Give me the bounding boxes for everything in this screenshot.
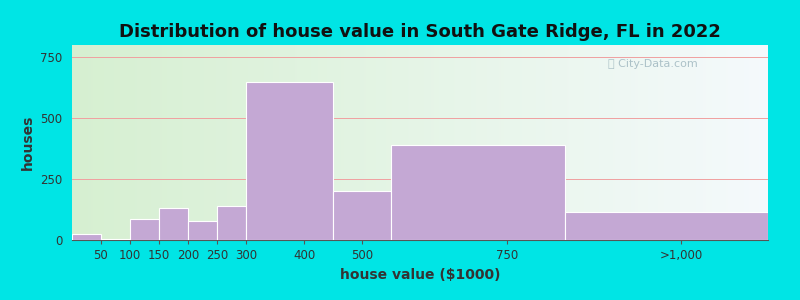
Bar bbox=[565, 212, 768, 240]
Bar bbox=[246, 82, 333, 240]
Bar bbox=[159, 208, 188, 240]
Bar bbox=[130, 219, 159, 240]
Title: Distribution of house value in South Gate Ridge, FL in 2022: Distribution of house value in South Gat… bbox=[119, 23, 721, 41]
Bar bbox=[391, 145, 565, 240]
Bar bbox=[217, 206, 246, 240]
Bar bbox=[101, 239, 130, 240]
X-axis label: house value ($1000): house value ($1000) bbox=[340, 268, 500, 282]
Bar bbox=[188, 220, 217, 240]
Bar bbox=[72, 234, 101, 240]
Bar bbox=[333, 191, 391, 240]
Text: ⓘ City-Data.com: ⓘ City-Data.com bbox=[608, 58, 698, 69]
Y-axis label: houses: houses bbox=[21, 115, 34, 170]
